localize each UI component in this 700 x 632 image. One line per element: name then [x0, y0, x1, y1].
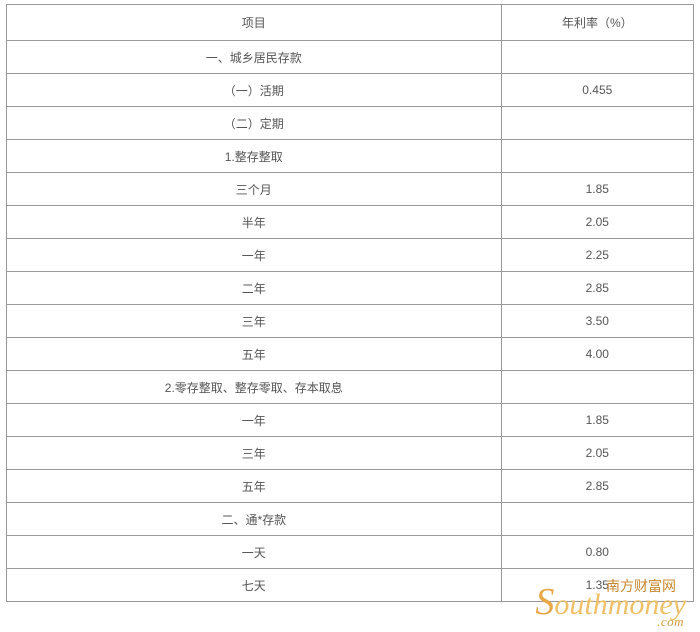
rate-cell: 3.50 — [501, 305, 693, 338]
table-row: 1.整存整取 — [7, 140, 694, 173]
table-row: 半年2.05 — [7, 206, 694, 239]
item-cell: 五年 — [7, 470, 502, 503]
table-row: 五年2.85 — [7, 470, 694, 503]
item-cell: 五年 — [7, 338, 502, 371]
item-cell: 二、通*存款 — [7, 503, 502, 536]
table-row: 三年2.05 — [7, 437, 694, 470]
rate-cell: 0.455 — [501, 74, 693, 107]
rate-cell: 2.25 — [501, 239, 693, 272]
interest-rate-table: 项目 年利率（%） 一、城乡居民存款（一）活期0.455（二）定期1.整存整取三… — [6, 4, 694, 602]
table-row: 三年3.50 — [7, 305, 694, 338]
rate-cell: 1.85 — [501, 173, 693, 206]
rate-cell: 2.05 — [501, 437, 693, 470]
item-cell: 一年 — [7, 239, 502, 272]
rate-cell — [501, 140, 693, 173]
rate-cell: 1.85 — [501, 404, 693, 437]
watermark-sub-text: .com — [657, 614, 684, 630]
item-cell: 三个月 — [7, 173, 502, 206]
table-row: 一天0.80 — [7, 536, 694, 569]
table-row: 五年4.00 — [7, 338, 694, 371]
item-cell: 七天 — [7, 569, 502, 602]
item-cell: （一）活期 — [7, 74, 502, 107]
table-row: （二）定期 — [7, 107, 694, 140]
rate-cell: 2.85 — [501, 470, 693, 503]
item-cell: （二）定期 — [7, 107, 502, 140]
table-row: 一、城乡居民存款 — [7, 41, 694, 74]
table-row: （一）活期0.455 — [7, 74, 694, 107]
table-row: 2.零存整取、整存零取、存本取息 — [7, 371, 694, 404]
rate-cell: 4.00 — [501, 338, 693, 371]
header-item-cell: 项目 — [7, 5, 502, 41]
rate-cell: 1.35 — [501, 569, 693, 602]
table-row: 一年1.85 — [7, 404, 694, 437]
rate-cell: 2.85 — [501, 272, 693, 305]
table-row: 一年2.25 — [7, 239, 694, 272]
rate-cell: 0.80 — [501, 536, 693, 569]
item-cell: 2.零存整取、整存零取、存本取息 — [7, 371, 502, 404]
item-cell: 一天 — [7, 536, 502, 569]
rate-table-container: 项目 年利率（%） 一、城乡居民存款（一）活期0.455（二）定期1.整存整取三… — [0, 0, 700, 606]
item-cell: 三年 — [7, 305, 502, 338]
item-cell: 半年 — [7, 206, 502, 239]
item-cell: 二年 — [7, 272, 502, 305]
table-row: 三个月1.85 — [7, 173, 694, 206]
rate-cell — [501, 41, 693, 74]
table-row: 二年2.85 — [7, 272, 694, 305]
table-row: 七天1.35 — [7, 569, 694, 602]
table-row: 二、通*存款 — [7, 503, 694, 536]
item-cell: 三年 — [7, 437, 502, 470]
rate-cell: 2.05 — [501, 206, 693, 239]
rate-cell — [501, 503, 693, 536]
table-header-row: 项目 年利率（%） — [7, 5, 694, 41]
item-cell: 一、城乡居民存款 — [7, 41, 502, 74]
table-body: 项目 年利率（%） 一、城乡居民存款（一）活期0.455（二）定期1.整存整取三… — [7, 5, 694, 602]
header-rate-cell: 年利率（%） — [501, 5, 693, 41]
item-cell: 1.整存整取 — [7, 140, 502, 173]
rate-cell — [501, 371, 693, 404]
rate-cell — [501, 107, 693, 140]
item-cell: 一年 — [7, 404, 502, 437]
